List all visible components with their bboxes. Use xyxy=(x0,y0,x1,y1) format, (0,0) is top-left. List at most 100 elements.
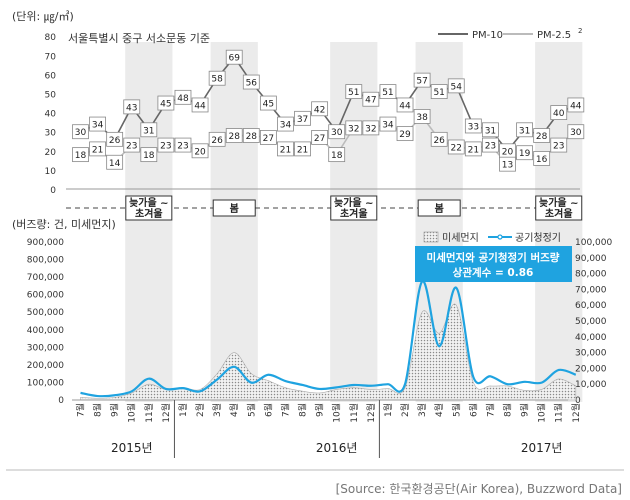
right-tick-label: 100,000 xyxy=(575,238,612,248)
month-tick-label: 12월 xyxy=(365,403,377,423)
data-label-box xyxy=(191,97,209,113)
data-label-pm10: 30 xyxy=(75,128,87,138)
data-label-box xyxy=(311,101,329,117)
season-label-box xyxy=(212,199,256,217)
data-label-box xyxy=(89,141,106,157)
data-label-box xyxy=(345,120,363,136)
data-label-pm25: 14 xyxy=(109,159,121,169)
season-label: 늦가을 ~ xyxy=(334,196,373,209)
month-tick-label: 9월 xyxy=(519,403,531,417)
data-label-box xyxy=(345,84,363,99)
data-label-pm10: 45 xyxy=(160,100,171,110)
left-tick-label: 700,000 xyxy=(27,273,64,283)
data-label-pm10: 51 xyxy=(433,88,444,98)
left-tick-label: 200,000 xyxy=(27,361,64,371)
month-tick-label: 12월 xyxy=(160,403,172,423)
data-label-box xyxy=(174,137,192,153)
month-tick-label: 8월 xyxy=(502,403,514,417)
data-label-pm25: 32 xyxy=(348,124,359,134)
legend-label-air: 공기청정기 xyxy=(515,232,561,244)
month-tick-label: 7월 xyxy=(279,403,291,417)
correlation-callout xyxy=(415,246,572,282)
data-label-box xyxy=(208,70,226,86)
data-label-box xyxy=(464,141,482,157)
data-label-pm25: 16 xyxy=(536,155,548,165)
data-label-pm25: 18 xyxy=(143,151,155,161)
month-tick-label: 8월 xyxy=(297,403,309,417)
left-tick-label: 800,000 xyxy=(27,256,64,266)
month-tick-label: 5월 xyxy=(245,403,257,417)
right-tick-label: 80,000 xyxy=(575,270,607,280)
data-label-box xyxy=(123,99,141,115)
data-label-box xyxy=(259,95,277,111)
legend-label-pm25: PM-2.5 xyxy=(537,30,571,41)
data-label-pm25: 23 xyxy=(177,142,188,152)
season-label: 초겨울 xyxy=(545,207,573,220)
season-label-box xyxy=(125,195,173,221)
data-label-pm25: 30 xyxy=(570,128,582,138)
y-tick-label: 20 xyxy=(45,148,57,158)
data-label-pm25: 18 xyxy=(75,151,87,161)
right-tick-label: 60,000 xyxy=(575,301,607,311)
data-label-pm25: 26 xyxy=(211,136,223,146)
y-tick-label: 70 xyxy=(45,52,57,62)
left-tick-label: 0 xyxy=(58,396,64,406)
legend-marker-air xyxy=(497,234,503,240)
season-label: 초겨울 xyxy=(135,207,163,220)
callout-line-2: 상관계수 = 0.86 xyxy=(453,266,534,279)
data-label-box xyxy=(413,109,431,124)
data-label-box xyxy=(277,116,294,132)
data-label-box xyxy=(140,147,158,163)
data-label-pm10: 69 xyxy=(228,54,240,64)
data-label-box xyxy=(482,122,499,138)
data-label-box xyxy=(362,120,380,136)
data-label-box xyxy=(550,105,568,120)
data-label-box xyxy=(72,124,89,140)
data-label-pm25: 21 xyxy=(280,145,291,155)
data-label-pm10: 28 xyxy=(536,132,548,142)
data-label-box xyxy=(294,110,311,126)
data-label-pm10: 56 xyxy=(246,79,258,89)
month-tick-label: 3월 xyxy=(211,403,223,417)
data-label-box xyxy=(208,131,226,147)
month-tick-label: 10월 xyxy=(536,403,548,423)
season-label: 늦가을 ~ xyxy=(539,196,578,209)
data-label-pm10: 58 xyxy=(211,75,223,85)
data-label-pm10: 31 xyxy=(485,126,496,136)
data-label-pm25: 26 xyxy=(433,136,445,146)
month-tick-label: 10월 xyxy=(126,403,138,423)
data-label-pm25: 21 xyxy=(468,145,479,155)
data-label-pm25: 34 xyxy=(382,121,394,131)
data-label-pm10: 54 xyxy=(451,82,463,92)
data-label-box xyxy=(430,131,448,147)
data-label-box xyxy=(379,84,397,99)
season-label: 초겨울 xyxy=(340,207,368,220)
data-label-pm10: 40 xyxy=(553,109,565,119)
month-tick-label: 7월 xyxy=(484,403,496,417)
data-label-box xyxy=(225,128,243,143)
data-label-box xyxy=(106,131,124,147)
data-label-pm10: 44 xyxy=(570,101,582,111)
data-label-pm25: 18 xyxy=(331,151,343,161)
season-label-box xyxy=(535,195,583,221)
top-chart: (단위: ㎍/㎥) 서울특별시 중구 서소문동 기준 0 10 20 30 40 50 60 70… xyxy=(12,10,585,402)
season-label-box xyxy=(417,199,461,217)
data-label-box xyxy=(447,139,465,155)
month-tick-label: 1월 xyxy=(382,403,394,417)
y-tick-label: 30 xyxy=(45,129,57,139)
right-tick-label: 50,000 xyxy=(575,317,607,327)
month-tick-label: 4월 xyxy=(433,403,445,417)
data-label-box xyxy=(482,137,499,153)
callout-line-1: 미세먼지와 공기청정기 버즈량 xyxy=(427,251,560,264)
data-label-pm10: 51 xyxy=(348,88,359,98)
data-label-pm10: 30 xyxy=(331,128,343,138)
month-tick-label: 1월 xyxy=(177,403,189,417)
data-label-pm25: 20 xyxy=(194,147,206,157)
data-label-box xyxy=(242,128,260,143)
data-label-pm25: 32 xyxy=(365,124,376,134)
month-tick-label: 8월 xyxy=(92,403,104,417)
data-label-box xyxy=(140,122,158,138)
month-tick-label: 2월 xyxy=(194,403,206,417)
data-label-pm25: 29 xyxy=(399,130,411,140)
